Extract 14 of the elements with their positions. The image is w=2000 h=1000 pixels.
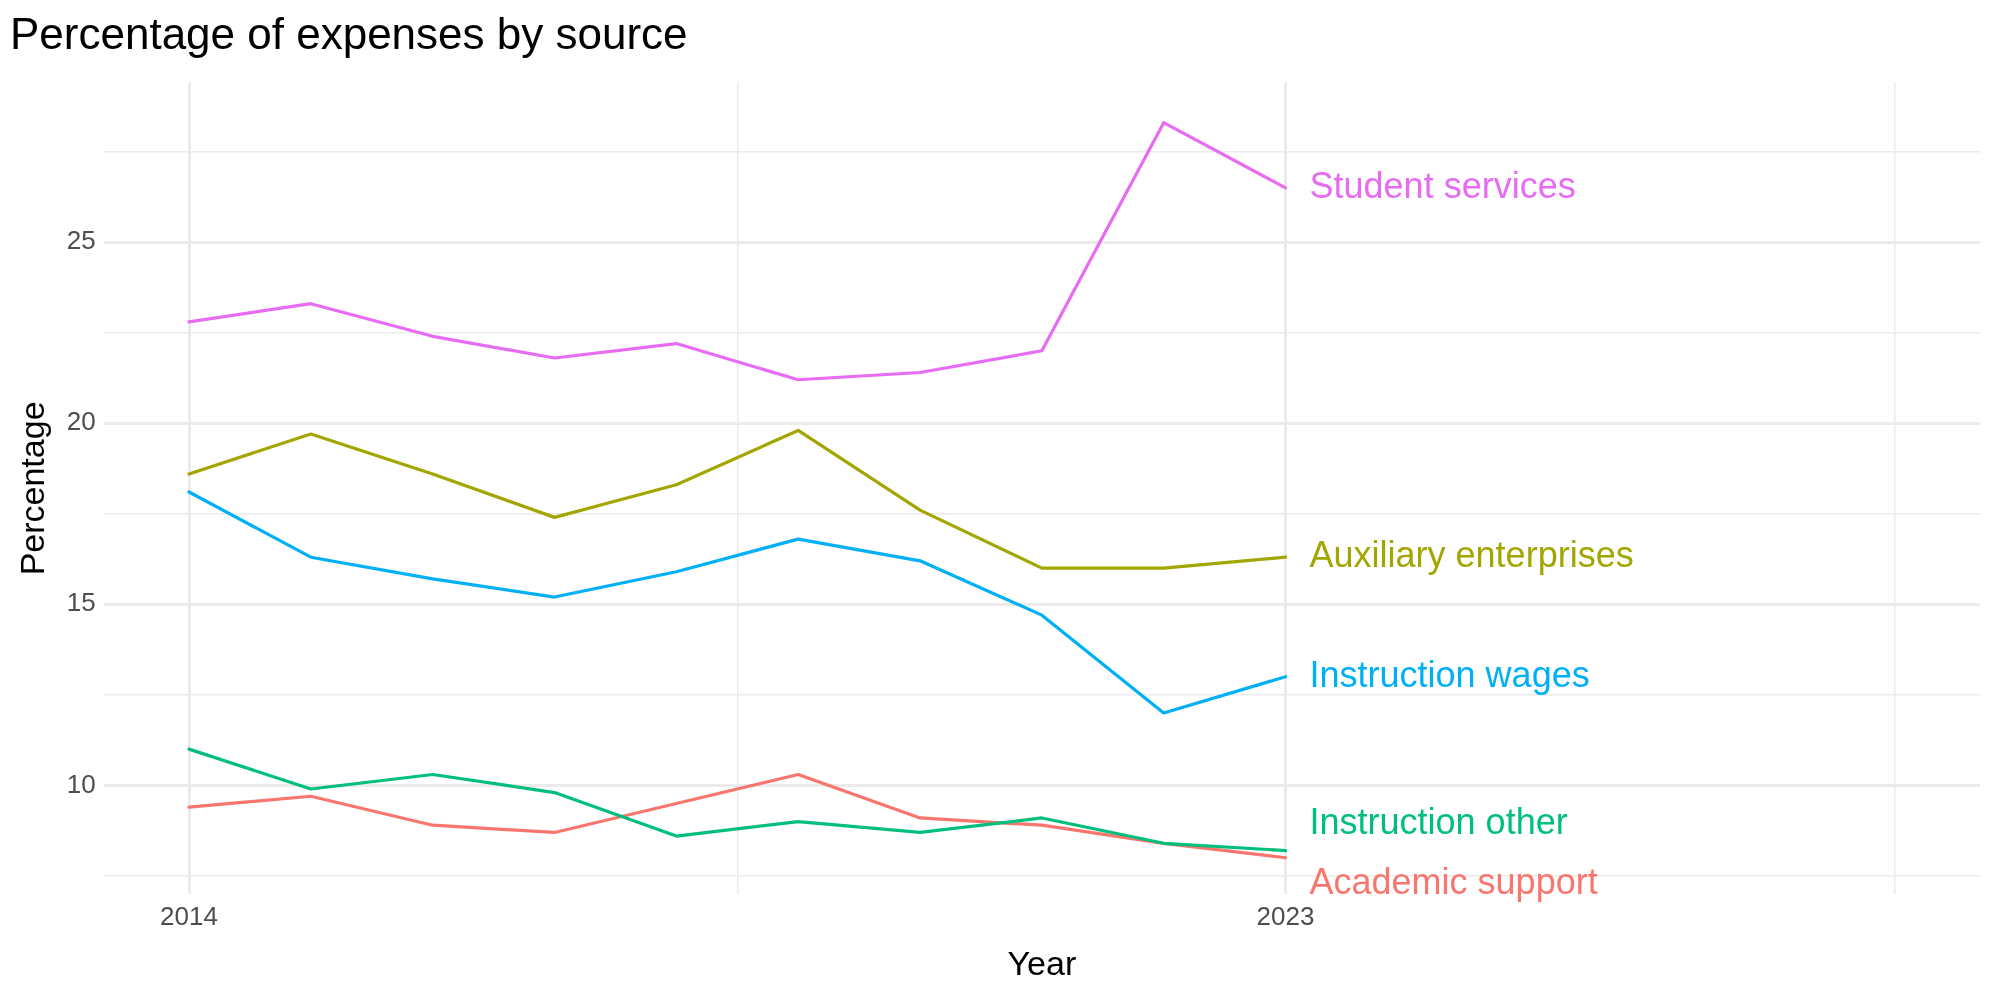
series-label: Instruction wages xyxy=(1309,653,1590,695)
y-tick-label: 25 xyxy=(66,225,96,256)
y-tick-label: 10 xyxy=(66,768,96,799)
y-tick-label: 20 xyxy=(66,406,96,437)
series-label: Academic support xyxy=(1309,861,1598,903)
chart-title: Percentage of expenses by source xyxy=(10,8,688,58)
x-axis-title: Year xyxy=(1007,943,1077,982)
x-tick-label: 2014 xyxy=(160,900,218,931)
y-tick-label: 15 xyxy=(66,587,96,618)
series-label: Student services xyxy=(1309,164,1576,206)
y-axis-title: Percentage xyxy=(12,401,51,576)
series-label: Auxiliary enterprises xyxy=(1309,534,1634,576)
series-label: Instruction other xyxy=(1309,801,1568,843)
x-tick-label: 2023 xyxy=(1256,900,1315,931)
